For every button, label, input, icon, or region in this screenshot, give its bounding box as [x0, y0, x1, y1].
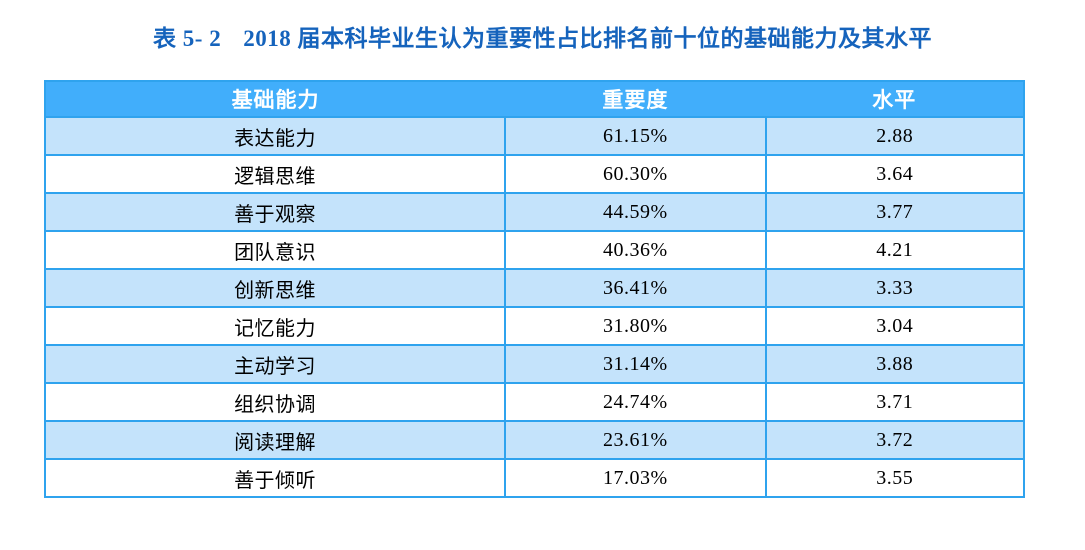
table-caption: 表 5- 2 2018 届本科毕业生认为重要性占比排名前十位的基础能力及其水平: [0, 19, 1085, 53]
level-cell: 3.55: [764, 458, 1026, 498]
table-caption-number: 表 5- 2: [153, 26, 222, 51]
ability-cell: 组织协调: [43, 382, 507, 422]
importance-cell: 60.30%: [504, 154, 767, 194]
importance-cell: 44.59%: [504, 192, 767, 232]
level-cell: 3.77: [764, 192, 1026, 232]
table-row: 组织协调 24.74% 3.71: [43, 382, 1026, 422]
importance-cell: 24.74%: [504, 382, 767, 422]
level-cell: 3.33: [764, 268, 1026, 308]
column-header-level: 水平: [765, 81, 1024, 117]
importance-cell: 31.14%: [504, 344, 767, 384]
column-header-ability: 基础能力: [45, 81, 506, 117]
table-row: 逻辑思维 60.30% 3.64: [43, 154, 1026, 194]
level-cell: 3.88: [764, 344, 1026, 384]
table-row: 记忆能力 31.80% 3.04: [43, 306, 1026, 346]
ability-cell: 主动学习: [43, 344, 507, 384]
table-body: 表达能力 61.15% 2.88 逻辑思维 60.30% 3.64 善于观察 44.59% 3.…: [43, 116, 1026, 498]
ability-cell: 团队意识: [43, 230, 507, 270]
importance-cell: 17.03%: [504, 458, 767, 498]
table-row: 善于倾听 17.03% 3.55: [43, 458, 1026, 498]
level-cell: 3.71: [764, 382, 1026, 422]
importance-cell: 31.80%: [504, 306, 767, 346]
table-row: 阅读理解 23.61% 3.72: [43, 420, 1026, 460]
table-row: 团队意识 40.36% 4.21: [43, 230, 1026, 270]
level-cell: 3.64: [764, 154, 1026, 194]
ability-cell: 记忆能力: [43, 306, 507, 346]
ability-cell: 阅读理解: [43, 420, 507, 460]
level-cell: 3.72: [764, 420, 1026, 460]
table-row: 创新思维 36.41% 3.33: [43, 268, 1026, 308]
column-header-importance: 重要度: [505, 81, 766, 117]
ability-cell: 创新思维: [43, 268, 507, 308]
importance-cell: 40.36%: [504, 230, 767, 270]
table-row: 善于观察 44.59% 3.77: [43, 192, 1026, 232]
ability-cell: 善于倾听: [43, 458, 507, 498]
level-cell: 2.88: [764, 116, 1026, 156]
ability-importance-table: 基础能力 重要度 水平 表达能力 61.15% 2.88 逻辑思维 60.30% 3.64…: [43, 80, 1026, 498]
ability-cell: 善于观察: [43, 192, 507, 232]
level-cell: 4.21: [764, 230, 1026, 270]
level-cell: 3.04: [764, 306, 1026, 346]
table-row: 主动学习 31.14% 3.88: [43, 344, 1026, 384]
importance-cell: 61.15%: [504, 116, 767, 156]
table-header-row: 基础能力 重要度 水平: [45, 81, 1024, 117]
ability-cell: 逻辑思维: [43, 154, 507, 194]
ability-cell: 表达能力: [43, 116, 507, 156]
table-row: 表达能力 61.15% 2.88: [43, 116, 1026, 156]
table-caption-text: 2018 届本科毕业生认为重要性占比排名前十位的基础能力及其水平: [243, 26, 932, 51]
importance-cell: 36.41%: [504, 268, 767, 308]
importance-cell: 23.61%: [504, 420, 767, 460]
